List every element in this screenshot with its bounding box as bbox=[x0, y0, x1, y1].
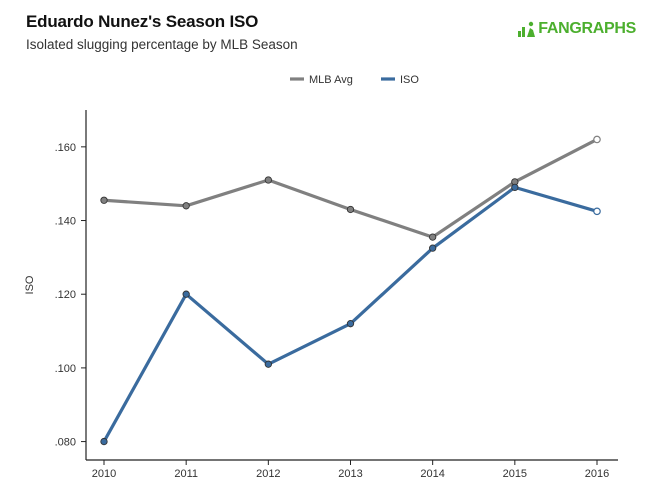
legend-label-mlb-avg: MLB Avg bbox=[309, 74, 353, 86]
logo-text: FANGRAPHS bbox=[538, 20, 636, 37]
data-point-iso bbox=[346, 320, 355, 328]
series-layer bbox=[100, 135, 601, 446]
y-axis-title: ISO bbox=[24, 275, 36, 294]
data-point-mlb-avg bbox=[346, 205, 355, 214]
legend: MLB Avg ISO bbox=[290, 74, 419, 86]
x-tick-label: 2013 bbox=[338, 468, 362, 480]
data-point-iso bbox=[593, 207, 601, 216]
data-point-mlb-avg bbox=[182, 202, 190, 210]
data-point-mlb-avg bbox=[429, 233, 437, 241]
series-line-iso bbox=[102, 185, 599, 444]
x-tick-label: 2015 bbox=[503, 468, 527, 480]
chart-title: Eduardo Nunez's Season ISO bbox=[26, 12, 259, 31]
y-tick-label: .160 bbox=[55, 142, 76, 154]
data-point-iso bbox=[429, 244, 437, 252]
fangraphs-logo-icon bbox=[518, 21, 536, 37]
x-tick-label: 2010 bbox=[92, 468, 116, 480]
y-tick-label: .080 bbox=[55, 437, 76, 449]
data-point-mlb-avg bbox=[100, 196, 108, 204]
y-tick-label: .100 bbox=[55, 363, 76, 375]
x-tick-label: 2012 bbox=[256, 468, 280, 480]
y-tick-label: .120 bbox=[55, 289, 76, 301]
fangraphs-logo: FANGRAPHS bbox=[518, 20, 636, 38]
data-point-iso bbox=[100, 437, 108, 446]
chart-subtitle: Isolated slugging percentage by MLB Seas… bbox=[26, 37, 298, 52]
data-point-mlb-avg bbox=[593, 135, 601, 144]
data-point-iso bbox=[511, 183, 519, 192]
y-tick-label: .140 bbox=[55, 216, 76, 228]
x-tick-label: 2011 bbox=[174, 468, 198, 480]
x-tick-label: 2016 bbox=[585, 468, 609, 480]
data-point-mlb-avg bbox=[264, 176, 272, 184]
chart-axes: .080 .100 .120 .140 .160 2010 2011 2012 2013 2014… bbox=[55, 110, 618, 480]
legend-label-iso: ISO bbox=[400, 74, 419, 86]
data-point-iso bbox=[182, 290, 190, 298]
x-tick-label: 2014 bbox=[420, 468, 444, 480]
data-point-iso bbox=[264, 360, 272, 368]
